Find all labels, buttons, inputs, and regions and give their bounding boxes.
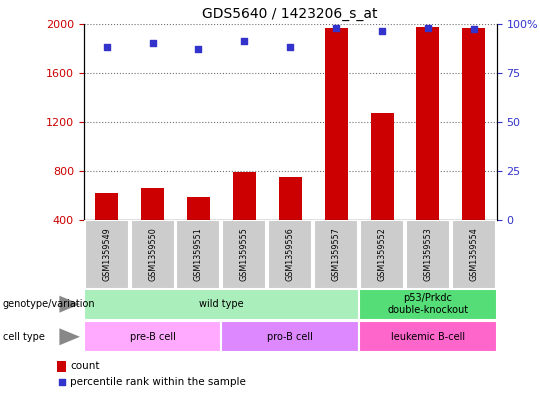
Polygon shape (59, 328, 80, 345)
Text: p53/Prkdc
double-knockout: p53/Prkdc double-knockout (387, 294, 469, 315)
Bar (452, 220, 496, 289)
Text: GSM1359556: GSM1359556 (286, 228, 295, 281)
Bar (85, 220, 129, 289)
Bar (359, 289, 497, 320)
Text: GSM1359551: GSM1359551 (194, 228, 203, 281)
Text: genotype/variation: genotype/variation (3, 299, 96, 309)
Point (240, 38, 249, 44)
Bar (177, 220, 220, 289)
Text: leukemic B-cell: leukemic B-cell (391, 332, 465, 342)
Bar (279, 177, 302, 220)
Title: GDS5640 / 1423206_s_at: GDS5640 / 1423206_s_at (202, 7, 378, 21)
Text: count: count (70, 362, 99, 371)
Text: GSM1359549: GSM1359549 (102, 228, 111, 281)
Point (103, 44, 111, 50)
Text: GSM1359550: GSM1359550 (148, 228, 157, 281)
Bar (416, 27, 440, 220)
Bar (84, 321, 221, 352)
Point (378, 28, 387, 35)
Bar (84, 289, 359, 320)
Bar (187, 197, 210, 220)
Bar (325, 29, 348, 220)
Bar (359, 321, 497, 352)
Bar (221, 321, 359, 352)
Bar (268, 220, 312, 289)
Bar (141, 188, 164, 220)
Text: pre-B cell: pre-B cell (130, 332, 176, 342)
Bar (406, 220, 450, 289)
Bar (57, 361, 66, 372)
Text: wild type: wild type (199, 299, 244, 309)
Point (424, 24, 433, 31)
Bar (462, 29, 485, 220)
Bar (222, 220, 266, 289)
Text: pro-B cell: pro-B cell (267, 332, 313, 342)
Point (148, 40, 157, 46)
Text: cell type: cell type (3, 332, 45, 342)
Text: GSM1359554: GSM1359554 (469, 228, 478, 281)
Bar (314, 220, 358, 289)
Text: GSM1359552: GSM1359552 (377, 228, 387, 281)
Bar (131, 220, 174, 289)
Point (470, 26, 478, 33)
Bar (95, 193, 118, 220)
Point (57, 379, 66, 385)
Text: GSM1359555: GSM1359555 (240, 228, 249, 281)
Point (286, 44, 295, 50)
Point (194, 46, 203, 52)
Text: percentile rank within the sample: percentile rank within the sample (70, 377, 246, 387)
Point (332, 24, 341, 31)
Text: GSM1359557: GSM1359557 (332, 228, 341, 281)
Polygon shape (59, 296, 80, 313)
Bar (370, 113, 394, 220)
Text: GSM1359553: GSM1359553 (423, 228, 433, 281)
Bar (360, 220, 404, 289)
Bar (233, 172, 256, 220)
